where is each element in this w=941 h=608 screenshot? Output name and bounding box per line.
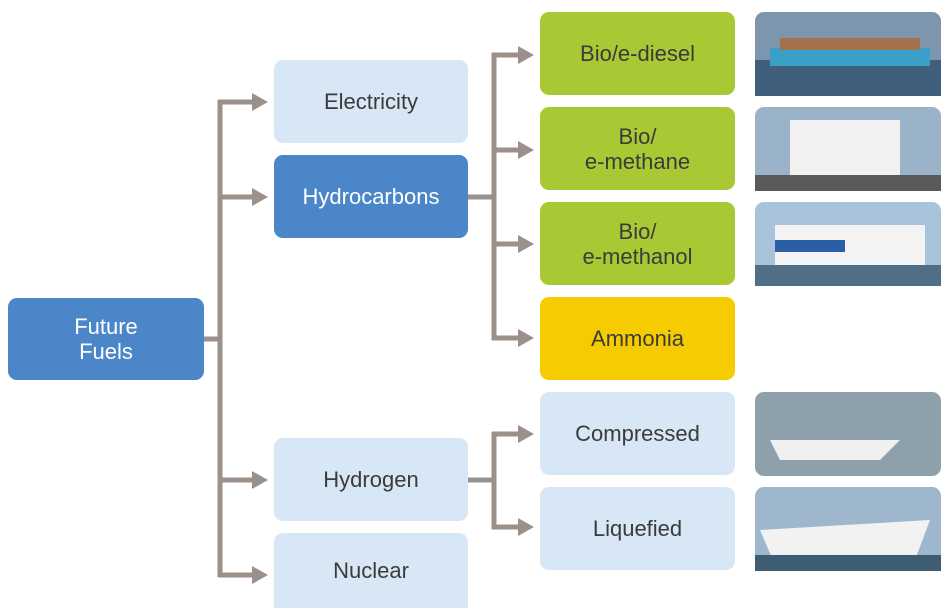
- diagram: Future Fuels Electricity Hydrocarbons Hy…: [0, 0, 941, 608]
- ship-photos: [755, 12, 941, 571]
- node: Bio/ e-methane: [540, 107, 735, 190]
- node: Ammonia: [540, 297, 735, 380]
- node: Hydrogen: [274, 438, 468, 521]
- node: Bio/e-diesel: [540, 12, 735, 95]
- node: Bio/ e-methanol: [540, 202, 735, 285]
- node: Nuclear: [274, 533, 468, 608]
- node: Hydrocarbons: [274, 155, 468, 238]
- root-node: Future Fuels: [8, 298, 204, 380]
- node: Liquefied: [540, 487, 735, 570]
- node: Electricity: [274, 60, 468, 143]
- node: Compressed: [540, 392, 735, 475]
